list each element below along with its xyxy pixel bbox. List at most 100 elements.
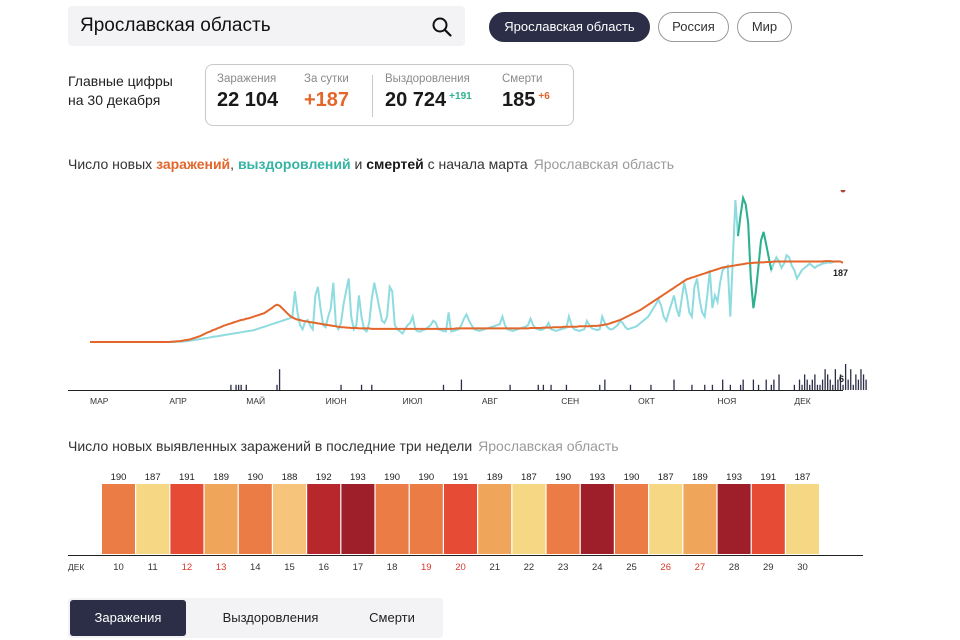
tab-deaths[interactable]: Смерти bbox=[369, 610, 415, 625]
bar-day-21 bbox=[478, 484, 512, 554]
bar-value-label: 190 bbox=[111, 472, 127, 483]
bar-chart-title: Число новых выявленных заражений в после… bbox=[68, 438, 619, 454]
month-tick-label: ОКТ bbox=[638, 396, 655, 406]
death-bar bbox=[844, 364, 847, 390]
death-bar bbox=[816, 384, 819, 390]
bar-day-25 bbox=[615, 484, 648, 554]
month-tick-label: МАР bbox=[90, 396, 109, 406]
death-bar bbox=[850, 369, 852, 390]
death-bar bbox=[371, 384, 373, 390]
death-bar bbox=[778, 374, 780, 390]
line-title-part3: и bbox=[350, 156, 367, 172]
death-bar bbox=[821, 379, 824, 390]
stat-daily-label: За сутки bbox=[304, 73, 349, 85]
bar-day-label: 10 bbox=[113, 562, 124, 573]
death-bar bbox=[773, 379, 775, 390]
metric-tabs: Заражения Выздоровления Смерти bbox=[68, 598, 443, 638]
line-chart-title: Число новых заражений, выздоровлений и с… bbox=[68, 156, 674, 172]
bar-day-label: 12 bbox=[182, 562, 193, 573]
bar-day-19 bbox=[409, 484, 443, 554]
bar-value-label: 191 bbox=[760, 472, 776, 483]
death-bar bbox=[240, 384, 242, 390]
death-bar bbox=[832, 384, 834, 390]
line-title-recoveries: выздоровлений bbox=[237, 156, 351, 172]
bar-value-label: 191 bbox=[453, 472, 469, 483]
death-bar bbox=[824, 369, 826, 390]
bar-value-label: 187 bbox=[145, 472, 161, 483]
stat-cases: Заражения 22 104 bbox=[217, 73, 278, 112]
recoveries-end-point bbox=[840, 190, 846, 193]
line-title-part4: с начала марта bbox=[423, 156, 528, 172]
bar-day-label: 23 bbox=[558, 562, 569, 573]
death-bar bbox=[460, 379, 463, 390]
main-figures-label: Главные цифры на 30 декабря bbox=[68, 72, 173, 110]
death-bar bbox=[862, 374, 865, 390]
region-tab-russia[interactable]: Россия bbox=[658, 12, 729, 42]
death-bar bbox=[599, 384, 601, 390]
death-bar bbox=[673, 379, 675, 390]
death-bar bbox=[650, 384, 652, 390]
line-title-part1: Число новых bbox=[68, 156, 157, 172]
bar-value-label: 189 bbox=[213, 472, 229, 483]
bar-value-label: 187 bbox=[795, 472, 811, 483]
death-bar bbox=[806, 379, 808, 390]
search-icon[interactable] bbox=[431, 16, 453, 38]
bar-day-label: 26 bbox=[660, 562, 671, 573]
death-bar bbox=[340, 384, 342, 390]
deaths-end-label: 6 bbox=[839, 374, 844, 384]
death-bar bbox=[860, 369, 862, 390]
bar-value-label: 189 bbox=[487, 472, 503, 483]
line-title-deaths: смертей bbox=[366, 156, 424, 172]
stat-deaths: Смерти 185 +6 bbox=[502, 73, 550, 112]
tab-cases[interactable]: Заражения bbox=[70, 600, 186, 636]
region-tab-yaroslavl[interactable]: Ярославская область bbox=[489, 12, 650, 42]
bar-day-label: 28 bbox=[729, 562, 740, 573]
bar-day-label: 20 bbox=[455, 562, 466, 573]
bar-day-13 bbox=[204, 484, 238, 554]
cases-line bbox=[90, 260, 844, 343]
bar-day-14 bbox=[238, 484, 272, 554]
bar-day-label: 22 bbox=[524, 562, 535, 573]
line-title-cases: заражений bbox=[156, 156, 231, 172]
search-input[interactable]: Ярославская область bbox=[68, 6, 465, 46]
bar-day-26 bbox=[649, 484, 683, 554]
death-bar bbox=[837, 379, 839, 390]
death-bar bbox=[757, 384, 760, 390]
stat-deaths-delta: +6 bbox=[538, 91, 550, 102]
month-tick-label: ДЕК bbox=[794, 396, 810, 406]
bar-day-12 bbox=[170, 484, 204, 554]
death-bar bbox=[704, 384, 706, 390]
search-value: Ярославская область bbox=[80, 15, 271, 36]
bar-value-label: 187 bbox=[521, 472, 537, 483]
bar-day-label: 21 bbox=[489, 562, 500, 573]
bar-day-11 bbox=[136, 484, 170, 554]
death-bar bbox=[360, 384, 363, 390]
bar-day-29 bbox=[751, 484, 785, 554]
tab-recoveries[interactable]: Выздоровления bbox=[222, 610, 319, 625]
bar-value-label: 190 bbox=[624, 472, 640, 483]
bar-value-label: 193 bbox=[589, 472, 605, 483]
bar-value-label: 193 bbox=[726, 472, 742, 483]
bar-day-27 bbox=[683, 484, 717, 554]
bar-title-text: Число новых выявленных заражений в после… bbox=[68, 438, 473, 454]
death-bar bbox=[847, 379, 849, 390]
stat-daily-value: +187 bbox=[304, 89, 350, 111]
death-bar bbox=[739, 384, 742, 390]
bar-day-label: 30 bbox=[797, 562, 808, 573]
bar-value-label: 191 bbox=[179, 472, 195, 483]
bar-value-label: 190 bbox=[247, 472, 263, 483]
stats-divider bbox=[372, 75, 373, 117]
stat-recovered-value: 20 724 bbox=[385, 89, 447, 111]
bar-day-22 bbox=[512, 484, 546, 554]
line-chart: 191 187 6 МАР АПР МАЙ ИЮН ИЮЛ АВГ СЕН ОКТ НОЯ ДЕК bbox=[68, 190, 867, 406]
death-bar bbox=[814, 374, 816, 390]
bar-day-label: 18 bbox=[387, 562, 398, 573]
death-bar bbox=[798, 379, 801, 390]
death-bar bbox=[803, 374, 806, 390]
stat-recovered-delta: +191 bbox=[449, 91, 472, 102]
death-bar bbox=[722, 379, 724, 390]
bar-day-label: 27 bbox=[695, 562, 706, 573]
death-bar bbox=[819, 384, 821, 390]
region-tab-world[interactable]: Мир bbox=[737, 12, 792, 42]
bar-day-24 bbox=[580, 484, 614, 554]
